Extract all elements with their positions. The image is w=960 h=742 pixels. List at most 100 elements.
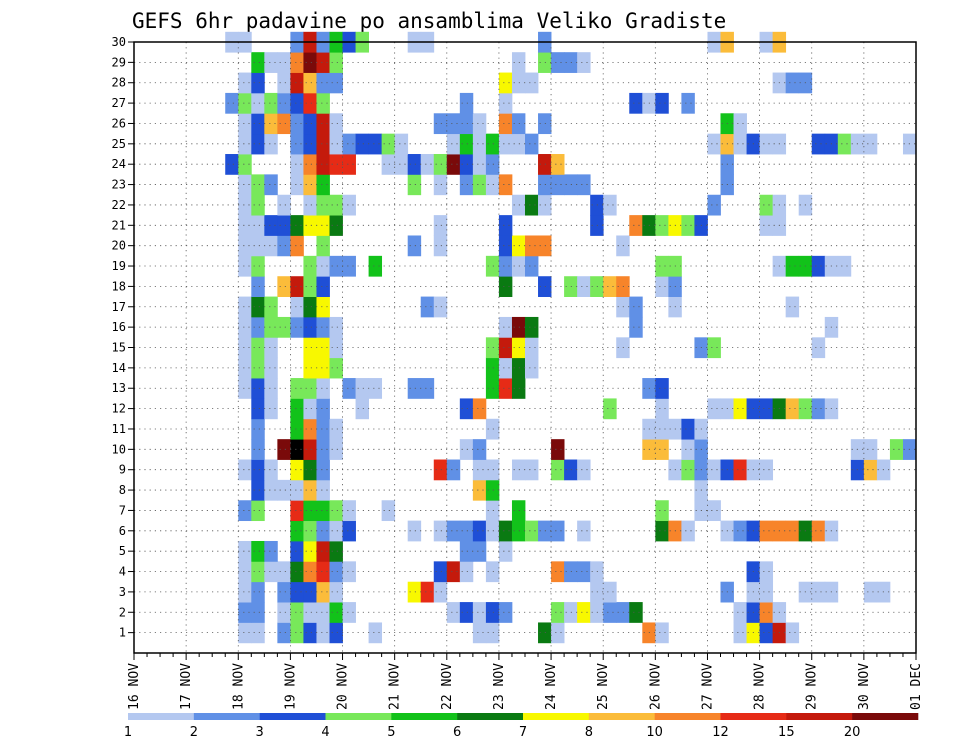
heatmap-cell bbox=[472, 154, 487, 175]
y-tick-label: 20 bbox=[112, 239, 126, 253]
legend-swatch bbox=[259, 713, 326, 720]
heatmap-cell bbox=[251, 378, 265, 399]
heatmap-cell bbox=[355, 398, 369, 420]
heatmap-cell bbox=[277, 92, 291, 114]
heatmap-cell bbox=[342, 561, 356, 583]
heatmap-cell bbox=[329, 622, 343, 644]
heatmap-cell bbox=[290, 561, 304, 583]
y-tick-label: 9 bbox=[119, 463, 126, 477]
heatmap-cell bbox=[433, 113, 448, 135]
y-tick-label: 7 bbox=[119, 503, 126, 517]
heatmap-cell bbox=[342, 194, 356, 216]
heatmap-cell bbox=[238, 255, 252, 277]
heatmap-cell bbox=[498, 540, 513, 562]
heatmap-cell bbox=[251, 316, 265, 338]
heatmap-cell bbox=[238, 133, 252, 155]
heatmap-cell bbox=[238, 540, 252, 562]
heatmap-cell bbox=[251, 561, 265, 583]
heatmap-cell bbox=[498, 316, 513, 338]
heatmap-cell bbox=[433, 561, 448, 583]
y-tick-label: 24 bbox=[112, 157, 126, 171]
heatmap-cell bbox=[277, 479, 291, 501]
heatmap-cell bbox=[759, 602, 774, 623]
heatmap-cell bbox=[681, 418, 695, 440]
heatmap-cell bbox=[655, 418, 669, 440]
heatmap-cell bbox=[238, 459, 252, 481]
heatmap-cell bbox=[459, 113, 474, 135]
heatmap-cell bbox=[655, 520, 669, 542]
heatmap-cell bbox=[251, 52, 265, 73]
heatmap-cell bbox=[316, 500, 330, 522]
heatmap-cell bbox=[863, 439, 878, 460]
heatmap-cell bbox=[329, 133, 343, 155]
heatmap-cell bbox=[329, 357, 343, 379]
heatmap-cell bbox=[225, 92, 239, 114]
heatmap-cell bbox=[733, 459, 747, 481]
heatmap-cell bbox=[238, 215, 252, 236]
heatmap-cell bbox=[238, 602, 252, 623]
heatmap-cell bbox=[629, 602, 643, 623]
heatmap-cell bbox=[655, 439, 669, 460]
heatmap-cell bbox=[329, 52, 343, 73]
heatmap-cell bbox=[329, 215, 343, 236]
heatmap-cell bbox=[381, 500, 396, 522]
y-tick-label: 10 bbox=[112, 442, 126, 456]
heatmap-cell bbox=[342, 154, 356, 175]
legend-label: 20 bbox=[844, 725, 861, 740]
heatmap-cell bbox=[538, 622, 552, 644]
heatmap-cell bbox=[485, 602, 500, 623]
heatmap-cell bbox=[316, 398, 330, 420]
heatmap-cell bbox=[629, 215, 643, 236]
heatmap-cell bbox=[811, 581, 826, 603]
heatmap-cell bbox=[316, 622, 330, 644]
legend-label: 7 bbox=[519, 725, 527, 740]
heatmap-cell bbox=[420, 154, 435, 175]
heatmap-cell bbox=[342, 520, 356, 542]
heatmap-cell bbox=[316, 72, 330, 94]
heatmap-cell bbox=[785, 72, 800, 94]
heatmap-cell bbox=[277, 439, 291, 460]
heatmap-cell bbox=[733, 133, 747, 155]
heatmap-cell bbox=[655, 255, 669, 277]
legend-label: 2 bbox=[190, 725, 198, 740]
heatmap-cell bbox=[785, 520, 800, 542]
heatmap-cell bbox=[316, 459, 330, 481]
heatmap-cell bbox=[316, 540, 330, 562]
heatmap-cell bbox=[251, 337, 265, 359]
legend-label: 8 bbox=[585, 725, 593, 740]
heatmap-cell bbox=[329, 113, 343, 135]
heatmap-cell bbox=[525, 357, 539, 379]
heatmap-cell bbox=[433, 459, 448, 481]
heatmap-cell bbox=[433, 520, 448, 542]
x-axis: 16 NOV 17 NOV 18 NOV 19 NOV 20 NOV 21 NOV 22 N… bbox=[127, 653, 924, 710]
heatmap-cell bbox=[498, 276, 513, 297]
heatmap-cell bbox=[577, 459, 591, 481]
heatmap-cell bbox=[459, 398, 474, 420]
heatmap-cell bbox=[238, 357, 252, 379]
heatmap-cell bbox=[290, 398, 304, 420]
heatmap-cell bbox=[511, 235, 526, 257]
heatmap-cell bbox=[303, 540, 317, 562]
heatmap-cell bbox=[420, 296, 435, 318]
heatmap-cell bbox=[342, 133, 356, 155]
heatmap-cell bbox=[303, 194, 317, 216]
heatmap-cell bbox=[264, 215, 278, 236]
heatmap-cell bbox=[290, 296, 304, 318]
heatmap-cell bbox=[759, 215, 774, 236]
heatmap-cell bbox=[316, 378, 330, 399]
heatmap-cell bbox=[303, 174, 317, 196]
heatmap-cell bbox=[277, 276, 291, 297]
y-tick-label: 15 bbox=[112, 341, 126, 355]
heatmap-cell bbox=[264, 378, 278, 399]
heatmap-cell bbox=[290, 215, 304, 236]
x-tick-label: 18 NOV bbox=[231, 663, 246, 710]
y-tick-label: 5 bbox=[119, 544, 126, 558]
y-tick-label: 29 bbox=[112, 55, 126, 69]
heatmap-cell bbox=[251, 439, 265, 460]
y-tick-label: 17 bbox=[112, 300, 126, 314]
heatmap-cell bbox=[251, 357, 265, 379]
heatmap-cell bbox=[433, 581, 448, 603]
heatmap-cell bbox=[446, 520, 461, 542]
heatmap-cell bbox=[811, 133, 826, 155]
heatmap-cell bbox=[290, 500, 304, 522]
